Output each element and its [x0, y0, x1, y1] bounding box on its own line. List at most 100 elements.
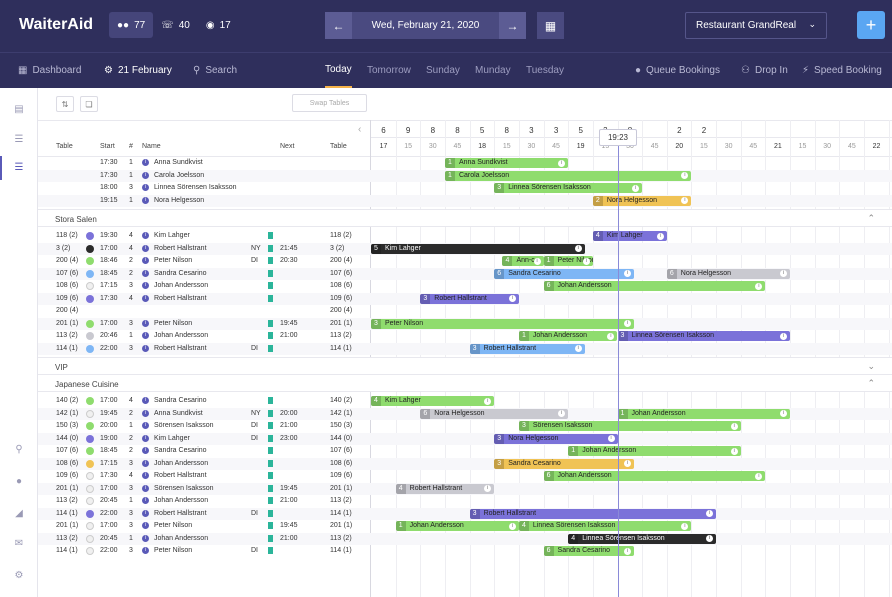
col-num[interactable]: # — [129, 143, 133, 150]
tab-tomorrow[interactable]: Tomorrow — [367, 65, 411, 76]
prev-day-button[interactable]: ← — [325, 12, 352, 39]
info-icon[interactable]: i — [582, 257, 590, 265]
table-row[interactable]: 200 (4) 200 (4) — [38, 305, 892, 318]
note-icon[interactable] — [268, 344, 273, 352]
booking-bar[interactable]: 5 Kim Lahger i — [371, 243, 585, 254]
booking-bar[interactable]: 3 Robert Hallstrant i — [420, 293, 519, 304]
info-icon[interactable]: i — [623, 320, 631, 327]
col-table2[interactable]: Table — [330, 143, 347, 150]
booking-bar[interactable]: 6 Johan Andersson i — [543, 471, 766, 481]
booking-bar[interactable]: 3 Robert Hallstrant i — [469, 343, 585, 354]
phone-stat[interactable]: ☏ 40 — [153, 12, 198, 38]
booking-bar[interactable]: 3 Linnea Sörensen Isaksson i — [494, 183, 643, 193]
booking-bar[interactable]: 1 Carola Joelsson i — [444, 170, 692, 181]
date-display[interactable]: Wed, February 21, 2020 — [352, 12, 499, 39]
speed-booking-link[interactable]: ⚡ Speed Booking — [802, 53, 882, 88]
table-row[interactable]: 109 (6) 17:30 4 i Robert Hallstrant 109 (6) — [38, 470, 892, 483]
info-icon[interactable]: i — [681, 197, 689, 204]
note-icon[interactable] — [268, 232, 273, 239]
info-icon[interactable]: i — [533, 257, 541, 265]
info-icon[interactable]: i — [632, 184, 640, 192]
booking-bar[interactable]: 1 Johan Andersson i — [617, 408, 791, 419]
note-icon[interactable] — [268, 257, 273, 264]
col-name[interactable]: Name — [142, 143, 161, 150]
info-icon[interactable]: i — [142, 434, 149, 442]
booking-bar[interactable]: 3 Nora Helgesson i — [494, 433, 618, 444]
chevron-left-icon[interactable]: ‹ — [358, 124, 362, 135]
booking-bar[interactable]: 6 Sandra Cesarino i — [543, 546, 634, 556]
info-icon[interactable]: i — [681, 522, 689, 530]
info-icon[interactable]: i — [730, 447, 738, 455]
note-icon[interactable] — [268, 472, 273, 479]
tab-tuesday[interactable]: Tuesday — [526, 65, 564, 76]
section-header[interactable]: Stora Salen ⌃ — [38, 209, 892, 227]
info-icon[interactable]: i — [574, 245, 582, 252]
chevron-down-icon[interactable]: ⌄ — [867, 361, 875, 371]
info-icon[interactable]: i — [484, 485, 492, 492]
queue-bookings-link[interactable]: ● Queue Bookings — [635, 53, 720, 88]
booking-bar[interactable]: 6 Nora Helgesson i — [666, 268, 791, 279]
info-icon[interactable]: i — [142, 484, 149, 492]
booking-bar[interactable]: 1 Johan Andersson i — [568, 446, 741, 456]
table-row[interactable]: 140 (2) 17:00 4 i Sandra Cesarino 140 (2) — [38, 395, 892, 408]
table-row[interactable]: 200 (4) 18:46 2 i Peter Nilson DI 20:30 200 (4) — [38, 255, 892, 268]
add-booking-button[interactable]: + — [857, 11, 885, 39]
info-icon[interactable]: i — [607, 332, 615, 340]
info-icon[interactable]: i — [484, 397, 492, 405]
booking-bar[interactable]: 4 Linnea Sörensen Isaksson i — [568, 533, 717, 544]
col-start[interactable]: Start — [100, 143, 115, 150]
booking-bar[interactable]: 1 Anna Sundkvist i — [444, 158, 569, 168]
info-icon[interactable]: i — [142, 459, 149, 467]
col-table[interactable]: Table — [56, 143, 73, 150]
booking-bar[interactable]: 3 Peter Nilson i — [371, 318, 634, 329]
note-icon[interactable] — [268, 497, 273, 504]
chevron-up-icon[interactable]: ⌃ — [867, 213, 875, 223]
table-row[interactable]: 201 (1) 17:00 3 i Peter Nilson 19:45 201 (1) — [38, 520, 892, 533]
booking-bar[interactable]: 4 Robert Hallstrant i — [395, 483, 495, 494]
tab-today[interactable]: Today — [325, 53, 352, 88]
swap-tables-button[interactable]: Swap Tables — [292, 94, 367, 112]
info-icon[interactable]: i — [780, 270, 788, 277]
info-icon[interactable]: i — [142, 159, 149, 166]
booking-bar[interactable]: 4 Linnea Sörensen Isaksson i — [518, 521, 692, 531]
note-icon[interactable] — [268, 422, 273, 429]
info-icon[interactable]: i — [142, 547, 149, 554]
timeline-icon[interactable]: ☰ — [14, 162, 24, 173]
search-link[interactable]: ⚲ Search — [193, 53, 237, 88]
info-icon[interactable]: i — [142, 319, 149, 327]
note-icon[interactable] — [268, 319, 273, 327]
info-icon[interactable]: i — [780, 332, 788, 340]
tab-munday[interactable]: Munday — [475, 65, 511, 76]
table-row[interactable]: 150 (3) 20:00 1 i Sörensen Isaksson DI 21:00 15… — [38, 420, 892, 433]
note-icon[interactable] — [268, 434, 273, 442]
restaurant-select[interactable]: Restaurant GrandReal ⌄ — [685, 12, 827, 39]
list-icon[interactable]: ☰ — [14, 134, 24, 145]
booking-bar[interactable]: 4 Kim Lahger i — [592, 231, 667, 241]
table-row[interactable]: 108 (6) 17:15 3 i Johan Andersson 108 (6) — [38, 280, 892, 293]
info-icon[interactable]: i — [558, 410, 566, 417]
table-row[interactable]: 114 (1) 22:00 3 i Peter Nilson DI 114 (1) — [38, 545, 892, 558]
note-icon[interactable] — [268, 269, 273, 277]
booking-bar[interactable]: 6 Johan Andersson i — [543, 281, 766, 291]
info-icon[interactable]: i — [142, 422, 149, 429]
note-icon[interactable] — [268, 294, 273, 302]
dish-stat[interactable]: ◉ 17 — [198, 12, 239, 38]
booking-bar[interactable]: 3 Robert Hallstrant i — [469, 508, 717, 519]
info-icon[interactable]: i — [623, 547, 631, 555]
drop-in-link[interactable]: ⚇ Drop In — [741, 53, 788, 88]
info-icon[interactable]: i — [656, 232, 664, 240]
note-icon[interactable] — [268, 397, 273, 404]
booking-bar[interactable]: 4 Ann-c... i — [502, 256, 544, 266]
booking-bar[interactable]: 6 Sandra Cesarino i — [494, 268, 634, 279]
info-icon[interactable]: i — [558, 159, 566, 167]
chevron-up-icon[interactable]: ⌃ — [867, 378, 875, 388]
users-icon[interactable]: ● — [15, 476, 23, 487]
info-icon[interactable]: i — [508, 522, 516, 530]
note-icon[interactable] — [268, 447, 273, 454]
info-icon[interactable]: i — [142, 294, 149, 302]
info-icon[interactable]: i — [142, 472, 149, 479]
next-day-button[interactable]: → — [499, 12, 526, 39]
info-icon[interactable]: i — [142, 497, 149, 504]
copy-button[interactable]: ❏ — [80, 96, 98, 112]
booking-bar[interactable]: 4 Kim Lahger i — [371, 396, 495, 406]
